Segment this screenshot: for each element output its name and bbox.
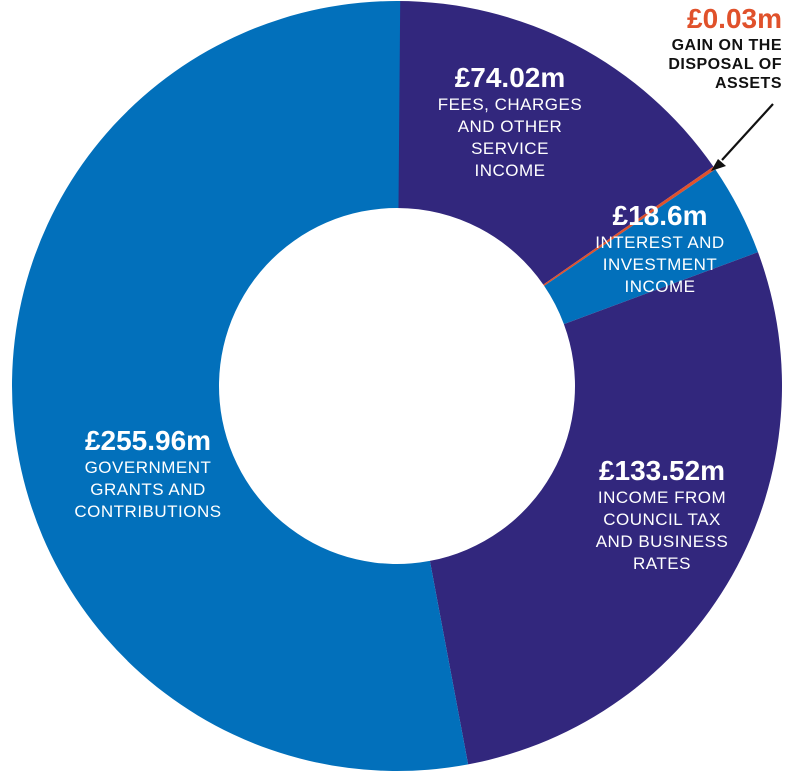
gain-description: GAIN ON THE DISPOSAL OF ASSETS <box>668 37 782 92</box>
donut-slice-4 <box>11 0 469 771</box>
council-description: INCOME FROM COUNCIL TAX AND BUSINESS RAT… <box>595 488 729 573</box>
label-gain-on-disposal: £0.03m GAIN ON THE DISPOSAL OF ASSETS <box>600 2 782 93</box>
pointer-arrow <box>711 103 774 171</box>
label-interest-investment: £18.6m INTEREST AND INVESTMENT INCOME <box>560 200 760 298</box>
label-government-grants: £255.96m GOVERNMENT GRANTS AND CONTRIBUT… <box>48 425 248 523</box>
gain-value: £0.03m <box>687 3 782 34</box>
council-value: £133.52m <box>598 455 726 486</box>
donut-slice-0 <box>397 1 714 285</box>
donut-slices <box>11 0 782 771</box>
fees-value: £74.02m <box>454 62 566 93</box>
donut-slice-2 <box>544 169 758 325</box>
interest-value: £18.6m <box>612 200 708 231</box>
donut-slice-1 <box>543 166 716 286</box>
donut-slice-3 <box>429 252 782 765</box>
fees-description: FEES, CHARGES AND OTHER SERVICE INCOME <box>437 95 583 180</box>
govt-description: GOVERNMENT GRANTS AND CONTRIBUTIONS <box>74 458 222 521</box>
govt-value: £255.96m <box>84 425 212 456</box>
arrow-head <box>711 159 726 171</box>
label-council-tax: £133.52m INCOME FROM COUNCIL TAX AND BUS… <box>562 455 762 575</box>
label-fees-charges: £74.02m FEES, CHARGES AND OTHER SERVICE … <box>420 62 600 182</box>
interest-description: INTEREST AND INVESTMENT INCOME <box>595 233 725 296</box>
arrow-line <box>721 103 774 161</box>
